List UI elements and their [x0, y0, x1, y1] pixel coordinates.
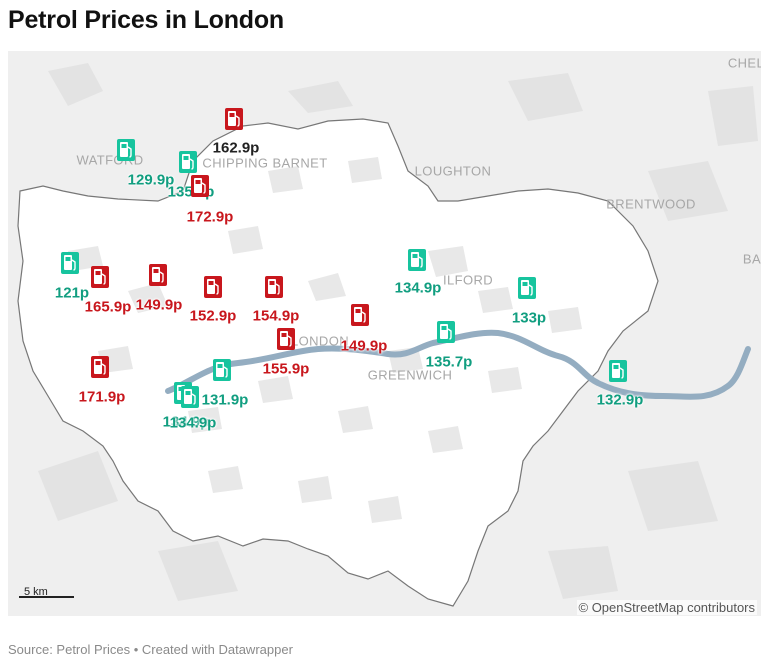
fuel-pump-icon[interactable]: [204, 276, 222, 298]
place-label: CHIPPING BARNET: [202, 155, 328, 171]
price-label: 154.9p: [252, 307, 300, 325]
fuel-pump-icon[interactable]: [191, 175, 209, 197]
london-boundary: [17, 118, 659, 607]
price-label: 121p: [54, 284, 90, 302]
fuel-pump-icon[interactable]: [61, 252, 79, 274]
price-label: 135.7p: [425, 353, 473, 371]
fuel-pump-icon[interactable]: [91, 356, 109, 378]
fuel-pump-icon[interactable]: [117, 139, 135, 161]
terrain-patches: [38, 63, 758, 601]
place-label: CHEL: [727, 55, 761, 71]
price-label: 134.9p: [394, 279, 442, 297]
fuel-pump-icon[interactable]: [437, 321, 455, 343]
price-label: 162.9p: [212, 139, 260, 157]
place-label: GREENWICH: [367, 367, 453, 383]
fuel-pump-icon[interactable]: [408, 249, 426, 271]
price-label: 134.9p: [162, 413, 210, 431]
fuel-pump-icon[interactable]: [213, 359, 231, 381]
base-map: [17, 63, 758, 607]
fuel-pump-icon[interactable]: [351, 304, 369, 326]
price-label: 152.9p: [189, 307, 237, 325]
price-label: 165.9p: [84, 298, 132, 316]
place-label: LONDON: [290, 333, 350, 349]
fuel-pump-icon[interactable]: [609, 360, 627, 382]
price-label: 149.9p: [135, 296, 183, 314]
fuel-pump-icon[interactable]: [181, 386, 199, 408]
price-label: 149.9p: [340, 337, 388, 355]
price-label: 171.9p: [78, 388, 126, 406]
map-area[interactable]: WATFORD CHIPPING BARNET LOUGHTON BRENTWOOD I…: [8, 51, 761, 616]
fuel-pump-icon[interactable]: [225, 108, 243, 130]
map-title: Petrol Prices in London: [8, 6, 284, 34]
price-label: 155.9p: [262, 360, 310, 378]
fuel-pump-icon[interactable]: [277, 328, 295, 350]
source-footer: Source: Petrol Prices • Created with Dat…: [8, 642, 293, 657]
price-label: 172.9p: [186, 208, 234, 226]
scale-bar: 5 km: [19, 586, 74, 598]
fuel-pump-icon[interactable]: [179, 151, 197, 173]
fuel-pump-icon[interactable]: [91, 266, 109, 288]
fuel-pump-icon[interactable]: [518, 277, 536, 299]
price-label: 134.9p: [169, 414, 217, 432]
map-attribution[interactable]: © OpenStreetMap contributors: [576, 600, 757, 615]
price-label: 132.9p: [596, 391, 644, 409]
price-label: 129.9p: [127, 171, 175, 189]
price-label: 133p: [511, 309, 547, 327]
place-label: LOUGHTON: [414, 163, 492, 179]
urban-patches: [68, 157, 582, 523]
place-label: BRENTWOOD: [606, 196, 696, 212]
place-label: ILFORD: [442, 272, 494, 288]
place-label: BA: [742, 251, 761, 267]
price-label: 131.9p: [201, 391, 249, 409]
river-thames: [165, 329, 751, 400]
fuel-pump-icon[interactable]: [149, 264, 167, 286]
fuel-pump-icon[interactable]: [265, 276, 283, 298]
